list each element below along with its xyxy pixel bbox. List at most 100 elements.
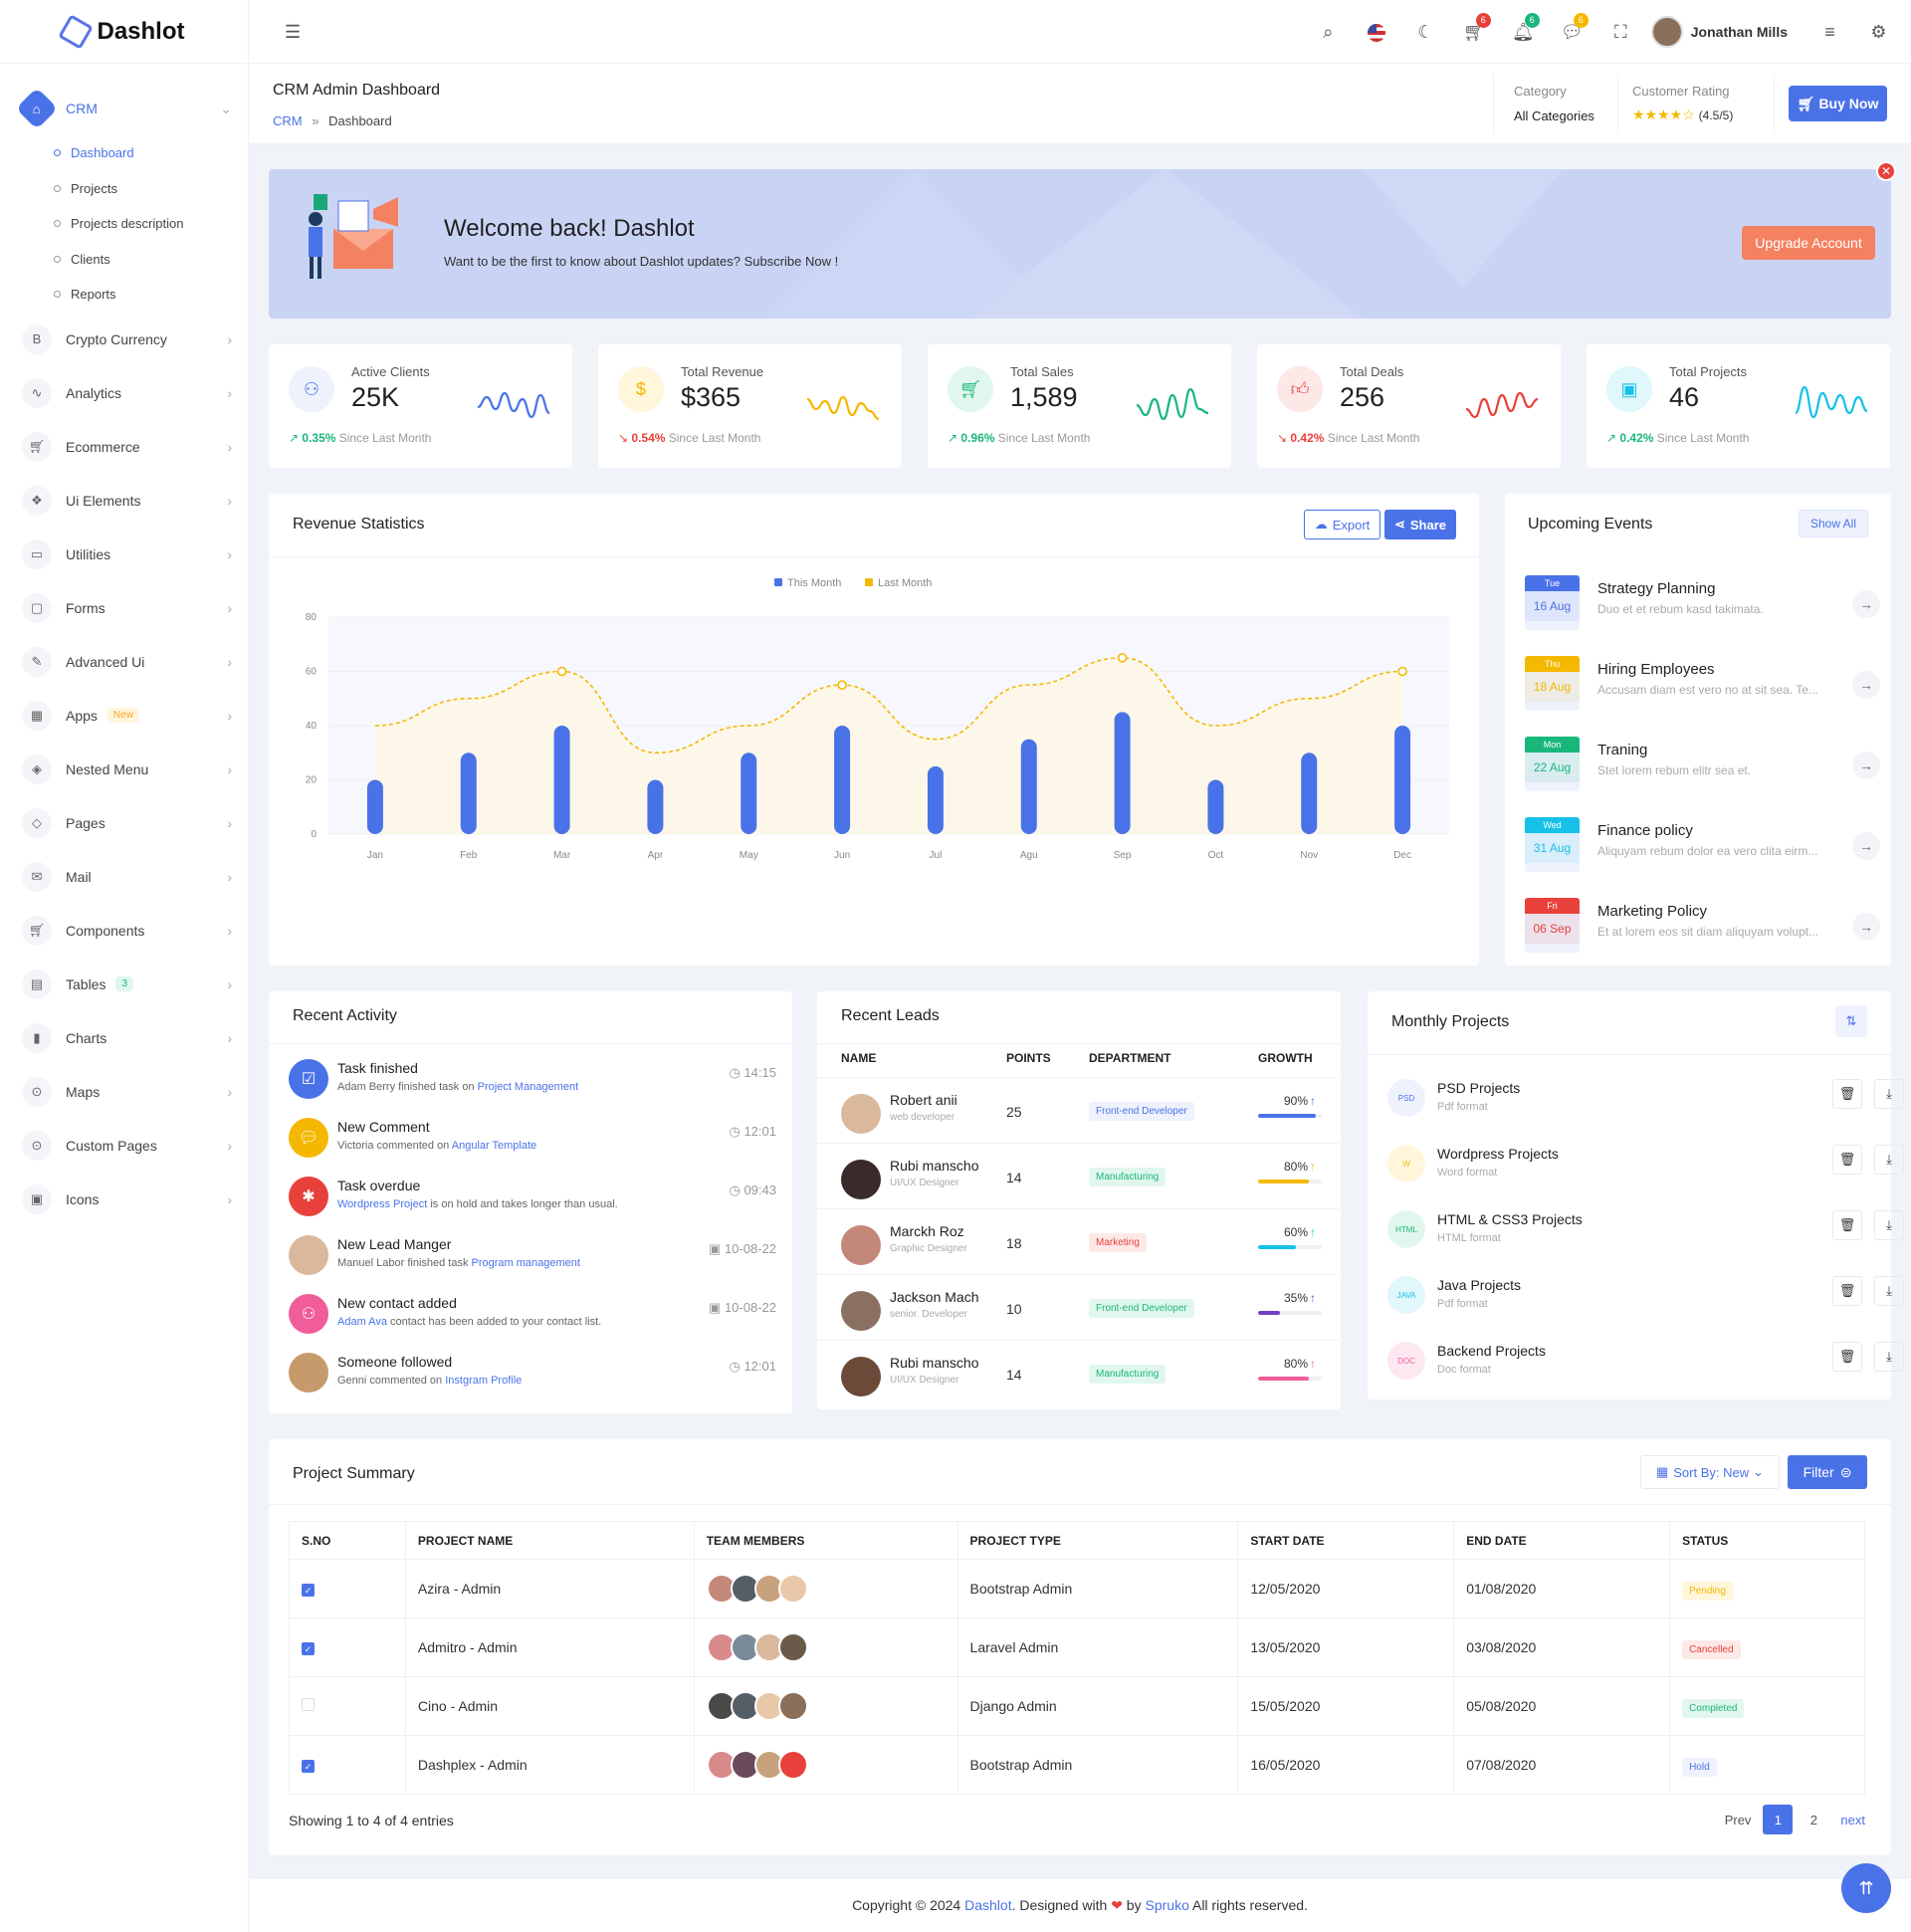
download-icon[interactable]: ⤓ bbox=[1874, 1145, 1904, 1175]
avatar[interactable] bbox=[777, 1574, 808, 1604]
fullscreen-icon[interactable]: ⛶ bbox=[1613, 21, 1627, 42]
lead-row[interactable]: Robert anii web developer 25 Front-end Deve… bbox=[817, 1077, 1339, 1143]
theme-toggle-icon[interactable]: ☾ bbox=[1417, 21, 1434, 42]
trash-icon[interactable]: 🗑︎ bbox=[1832, 1145, 1862, 1175]
submenu-item-projects-description[interactable]: Projects description bbox=[54, 206, 248, 242]
arrow-right-icon[interactable]: → bbox=[1852, 751, 1880, 779]
list-icon[interactable]: ≡ bbox=[1824, 21, 1835, 42]
sidebar-item-nested-menu[interactable]: ◈ Nested Menu › bbox=[0, 743, 248, 796]
flag-icon[interactable] bbox=[1353, 22, 1401, 43]
next-page[interactable]: next bbox=[1840, 1812, 1865, 1827]
trash-icon[interactable]: 🗑︎ bbox=[1832, 1079, 1862, 1109]
lead-name: Jackson Mach bbox=[890, 1289, 979, 1305]
buy-now-button[interactable]: 🛒︎ Buy Now bbox=[1789, 86, 1887, 121]
filter-button[interactable]: Filter ⊜ bbox=[1788, 1455, 1867, 1489]
search-icon[interactable]: ⌕ bbox=[1323, 21, 1334, 42]
sidebar-item-pages[interactable]: ◇ Pages › bbox=[0, 796, 248, 850]
bar-this-month bbox=[1301, 752, 1318, 834]
event-item[interactable]: Fri 06 Sep Marketing Policy Et at lorem eos… bbox=[1525, 898, 1880, 953]
download-icon[interactable]: ⤓ bbox=[1874, 1276, 1904, 1306]
user-profile[interactable]: Jonathan Mills bbox=[1650, 16, 1788, 48]
activity-link[interactable]: Instgram Profile bbox=[445, 1375, 523, 1387]
lead-row[interactable]: Rubi mansch​o UI/UX Designer 14 Manufacturi… bbox=[817, 1143, 1339, 1208]
sidebar-item-analytics[interactable]: ∿ Analytics › bbox=[0, 366, 248, 420]
lead-row[interactable]: Rubi mansch​o UI/UX Designer 14 Manufacturi… bbox=[817, 1340, 1339, 1405]
row-checkbox[interactable]: ✓ bbox=[302, 1642, 315, 1655]
submenu-item-clients[interactable]: Clients bbox=[54, 242, 248, 278]
bar-this-month bbox=[741, 752, 757, 834]
page-1[interactable]: 1 bbox=[1763, 1805, 1794, 1834]
cart-icon[interactable]: 🛒︎ 6 bbox=[1450, 12, 1499, 43]
sidebar-item-components[interactable]: 🛒︎ Components › bbox=[0, 904, 248, 958]
avatar[interactable] bbox=[777, 1632, 808, 1662]
sidebar-item-maps[interactable]: ⊙ Maps › bbox=[0, 1065, 248, 1119]
share-button[interactable]: ⋖ Share bbox=[1384, 510, 1456, 539]
footer-brand-link[interactable]: Dashlot bbox=[964, 1897, 1012, 1913]
sidebar-item-advanced-ui[interactable]: ✎ Advanced Ui › bbox=[0, 635, 248, 689]
lead-row[interactable]: Marckh Roz Graphic Designer 18 Marketing 60%… bbox=[817, 1208, 1339, 1274]
x-tick-label: Feb bbox=[460, 850, 478, 861]
sidebar-item-crm[interactable]: ⌂ CRM ⌄ bbox=[0, 82, 248, 135]
sidebar-item-custom-pages[interactable]: ⊙ Custom Pages › bbox=[0, 1119, 248, 1173]
row-checkbox[interactable] bbox=[302, 1698, 315, 1711]
sidebar-item-forms[interactable]: ▢ Forms › bbox=[0, 581, 248, 635]
brand-logo[interactable]: Dashlot bbox=[0, 0, 248, 64]
activity-link[interactable]: Angular Template bbox=[451, 1140, 537, 1152]
crm-submenu: Dashboard Projects Projects description Cli… bbox=[0, 135, 248, 313]
activity-link[interactable]: Project Management bbox=[477, 1081, 579, 1093]
arrow-right-icon[interactable]: → bbox=[1852, 671, 1880, 699]
footer-author-link[interactable]: Spruko bbox=[1145, 1897, 1189, 1913]
submenu-item-reports[interactable]: Reports bbox=[54, 277, 248, 313]
show-all-button[interactable]: Show All bbox=[1799, 510, 1868, 537]
sidebar-item-tables[interactable]: ▤ Tables 3 › bbox=[0, 958, 248, 1011]
activity-link[interactable]: Program management bbox=[471, 1257, 580, 1269]
bell-icon[interactable]: 🔔︎ 6 bbox=[1499, 12, 1548, 43]
gear-icon[interactable]: ⚙ bbox=[1870, 21, 1887, 42]
category-select[interactable]: Category All Categories bbox=[1514, 84, 1594, 123]
activity-link[interactable]: Adam Ava bbox=[337, 1316, 387, 1328]
sidebar-item-utilities[interactable]: ▭ Utilities › bbox=[0, 528, 248, 581]
prev-page[interactable]: Prev bbox=[1724, 1812, 1752, 1827]
sidebar-item-label: Maps bbox=[66, 1083, 101, 1100]
avatar[interactable] bbox=[730, 1750, 760, 1780]
download-icon[interactable]: ⤓ bbox=[1874, 1342, 1904, 1372]
sidebar-item-ecommerce[interactable]: 🛒︎ Ecommerce › bbox=[0, 420, 248, 474]
sidebar-item-icons[interactable]: ▣ Icons › bbox=[0, 1173, 248, 1226]
arrow-right-icon[interactable]: → bbox=[1852, 590, 1880, 618]
sidebar-item-charts[interactable]: ▮ Charts › bbox=[0, 1011, 248, 1065]
download-icon[interactable]: ⤓ bbox=[1874, 1079, 1904, 1109]
event-item[interactable]: Thu 18 Aug Hiring Employees Accusam diam es… bbox=[1525, 656, 1880, 711]
sidebar-item-apps[interactable]: ▦ Apps New › bbox=[0, 689, 248, 743]
event-item[interactable]: Wed 31 Aug Finance policy Aliquyam rebum do… bbox=[1525, 817, 1880, 872]
submenu-item-projects[interactable]: Projects bbox=[54, 171, 248, 207]
sidebar-item-crypto-currency[interactable]: B Crypto Currency › bbox=[0, 313, 248, 366]
event-item[interactable]: Tue 16 Aug Strategy Planning Duo et et rebu… bbox=[1525, 575, 1880, 630]
menu-toggle-icon[interactable]: ☰ bbox=[285, 22, 302, 42]
page-2[interactable]: 2 bbox=[1809, 1812, 1818, 1827]
upgrade-account-button[interactable]: Upgrade Account bbox=[1742, 226, 1875, 260]
check-icon: ☑ bbox=[289, 1059, 328, 1099]
trash-icon[interactable]: 🗑︎ bbox=[1832, 1210, 1862, 1240]
row-checkbox[interactable]: ✓ bbox=[302, 1584, 315, 1597]
sidebar-item-ui-elements[interactable]: ❖ Ui Elements › bbox=[0, 474, 248, 528]
avatar[interactable] bbox=[777, 1750, 808, 1780]
row-checkbox[interactable]: ✓ bbox=[302, 1760, 315, 1773]
lead-row[interactable]: Jackson Mach senior. Developer 10 Front-end… bbox=[817, 1274, 1339, 1340]
export-button[interactable]: ☁ Export bbox=[1304, 510, 1380, 539]
trash-icon[interactable]: 🗑︎ bbox=[1832, 1342, 1862, 1372]
chat-icon[interactable]: 💬︎ 6 bbox=[1548, 12, 1596, 43]
avatar[interactable] bbox=[777, 1691, 808, 1721]
trash-icon[interactable]: 🗑︎ bbox=[1832, 1276, 1862, 1306]
scroll-top-button[interactable]: ⇈ bbox=[1841, 1863, 1891, 1913]
arrow-right-icon[interactable]: → bbox=[1852, 913, 1880, 941]
download-icon[interactable]: ⤓ bbox=[1874, 1210, 1904, 1240]
sliders-icon[interactable]: ⇅ bbox=[1835, 1005, 1867, 1037]
arrow-right-icon[interactable]: → bbox=[1852, 832, 1880, 860]
submenu-item-dashboard[interactable]: Dashboard bbox=[54, 135, 248, 171]
close-icon[interactable]: ✕ bbox=[1876, 161, 1896, 181]
activity-link[interactable]: Wordpress Project bbox=[337, 1198, 428, 1210]
event-item[interactable]: Mon 22 Aug Traning Stet lorem rebum elitr s… bbox=[1525, 737, 1880, 791]
sidebar-item-mail[interactable]: ✉ Mail › bbox=[0, 850, 248, 904]
breadcrumb-crm[interactable]: CRM bbox=[273, 113, 303, 128]
sort-dropdown[interactable]: ▦ Sort By: New ⌄ bbox=[1640, 1455, 1780, 1489]
